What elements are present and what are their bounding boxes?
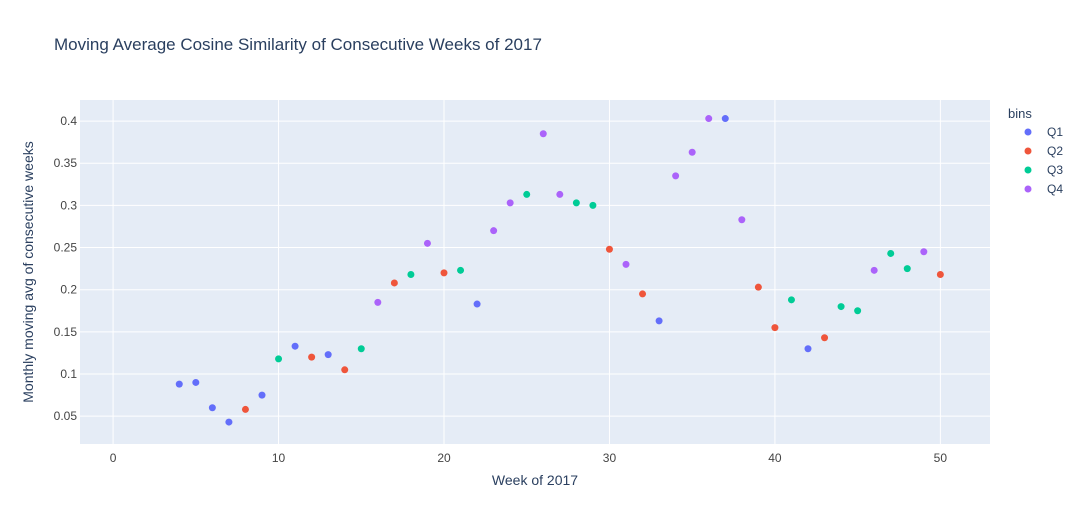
data-point[interactable] bbox=[903, 265, 911, 273]
legend-marker bbox=[1024, 166, 1032, 174]
data-point[interactable] bbox=[357, 345, 365, 353]
y-tick-label: 0.05 bbox=[54, 409, 78, 423]
data-point[interactable] bbox=[258, 391, 266, 399]
data-point[interactable] bbox=[639, 290, 647, 298]
data-point[interactable] bbox=[688, 148, 696, 156]
data-point[interactable] bbox=[821, 334, 829, 342]
x-axis-title: Week of 2017 bbox=[492, 472, 578, 488]
legend-item-q3[interactable]: Q3 bbox=[1024, 163, 1064, 177]
legend-marker bbox=[1024, 147, 1032, 155]
legend-title: bins bbox=[1008, 106, 1032, 121]
legend-label: Q2 bbox=[1047, 144, 1063, 158]
data-point[interactable] bbox=[440, 269, 448, 277]
data-point[interactable] bbox=[523, 190, 531, 198]
data-point[interactable] bbox=[473, 300, 481, 308]
x-tick-label: 50 bbox=[934, 451, 948, 465]
data-point[interactable] bbox=[589, 201, 597, 209]
data-point[interactable] bbox=[324, 351, 332, 359]
data-point[interactable] bbox=[854, 307, 862, 315]
data-point[interactable] bbox=[572, 199, 580, 207]
data-point[interactable] bbox=[655, 317, 663, 325]
data-point[interactable] bbox=[423, 239, 431, 247]
data-point[interactable] bbox=[341, 366, 349, 374]
data-point[interactable] bbox=[738, 216, 746, 224]
data-point[interactable] bbox=[374, 298, 382, 306]
data-point[interactable] bbox=[192, 378, 200, 386]
data-points[interactable] bbox=[175, 115, 944, 426]
series-q4[interactable] bbox=[374, 115, 928, 306]
data-point[interactable] bbox=[539, 130, 547, 138]
plot-area bbox=[80, 100, 990, 444]
y-axis-title: Monthly moving avg of consecutive weeks bbox=[20, 141, 36, 402]
data-point[interactable] bbox=[490, 227, 498, 235]
data-point[interactable] bbox=[920, 248, 928, 256]
data-point[interactable] bbox=[705, 115, 713, 123]
y-tick-label: 0.15 bbox=[54, 325, 78, 339]
legend-label: Q3 bbox=[1047, 163, 1063, 177]
x-tick-label: 0 bbox=[110, 451, 117, 465]
y-tick-label: 0.4 bbox=[60, 114, 77, 128]
data-point[interactable] bbox=[837, 303, 845, 311]
data-point[interactable] bbox=[390, 279, 398, 287]
data-point[interactable] bbox=[870, 266, 878, 274]
data-point[interactable] bbox=[407, 271, 415, 279]
data-point[interactable] bbox=[804, 345, 812, 353]
legend-item-q2[interactable]: Q2 bbox=[1024, 144, 1064, 158]
y-tick-label: 0.25 bbox=[54, 241, 78, 255]
data-point[interactable] bbox=[622, 260, 630, 268]
grid-lines bbox=[80, 100, 990, 444]
data-point[interactable] bbox=[887, 249, 895, 257]
data-point[interactable] bbox=[605, 245, 613, 253]
y-tick-label: 0.2 bbox=[60, 283, 77, 297]
x-tick-label: 30 bbox=[603, 451, 617, 465]
data-point[interactable] bbox=[275, 355, 283, 363]
x-tick-label: 10 bbox=[272, 451, 286, 465]
data-point[interactable] bbox=[457, 266, 465, 274]
data-point[interactable] bbox=[175, 380, 183, 388]
data-point[interactable] bbox=[787, 296, 795, 304]
legend-label: Q1 bbox=[1047, 125, 1063, 139]
series-q3[interactable] bbox=[275, 190, 911, 363]
data-point[interactable] bbox=[754, 283, 762, 291]
legend-item-q4[interactable]: Q4 bbox=[1024, 182, 1064, 196]
data-point[interactable] bbox=[936, 271, 944, 279]
data-point[interactable] bbox=[672, 172, 680, 180]
data-point[interactable] bbox=[208, 404, 216, 412]
legend[interactable]: bins Q1 Q2 Q3 Q4 bbox=[1008, 106, 1063, 196]
legend-marker bbox=[1024, 185, 1032, 193]
data-point[interactable] bbox=[721, 115, 729, 123]
chart-title: Moving Average Cosine Similarity of Cons… bbox=[54, 35, 542, 54]
x-tick-label: 20 bbox=[437, 451, 451, 465]
y-tick-label: 0.35 bbox=[54, 156, 78, 170]
data-point[interactable] bbox=[225, 418, 233, 426]
axis-ticks: 0 10 20 30 40 50 0.05 0.1 0.15 0.2 0.25 0.3 0.35 0.4 bbox=[54, 114, 948, 465]
series-q2[interactable] bbox=[241, 245, 944, 413]
data-point[interactable] bbox=[291, 342, 299, 350]
legend-label: Q4 bbox=[1047, 182, 1063, 196]
y-tick-label: 0.1 bbox=[60, 367, 77, 381]
x-tick-label: 40 bbox=[768, 451, 782, 465]
data-point[interactable] bbox=[506, 199, 514, 207]
data-point[interactable] bbox=[556, 190, 564, 198]
series-q1[interactable] bbox=[175, 115, 812, 426]
legend-marker bbox=[1024, 128, 1032, 136]
y-tick-label: 0.3 bbox=[60, 198, 77, 212]
legend-item-q1[interactable]: Q1 bbox=[1024, 125, 1064, 139]
data-point[interactable] bbox=[771, 324, 779, 332]
data-point[interactable] bbox=[308, 353, 316, 361]
data-point[interactable] bbox=[241, 405, 249, 413]
